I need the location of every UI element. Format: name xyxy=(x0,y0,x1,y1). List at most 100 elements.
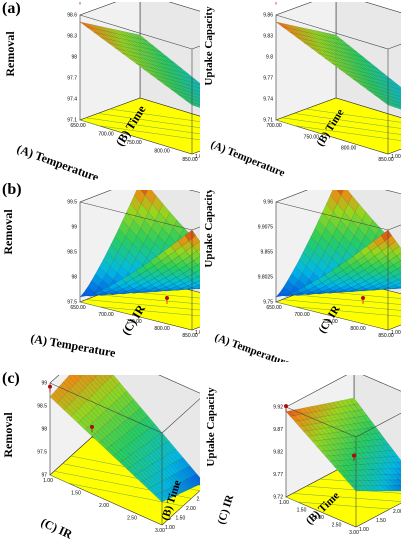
x-axis-title: (A) Temperature xyxy=(209,139,287,180)
surface-cell xyxy=(197,97,200,100)
z-tick-label: 9.87 xyxy=(273,427,283,433)
x-tick-label: 3.00 xyxy=(349,530,359,536)
x-tick-label: 700.00 xyxy=(98,312,114,318)
box-edge xyxy=(355,412,401,438)
surface-plot-a-right: 9.71 9.74 9.77 9.8 9.83 9.86 700.00 750.00 800.0… xyxy=(200,2,401,180)
x-axis-title: (A) Temperature xyxy=(29,331,117,360)
surface-cell xyxy=(188,100,200,108)
x-tick-label: 700.00 xyxy=(98,132,114,138)
z-tick-label: 9.74 xyxy=(263,97,273,103)
z-tick-label: 98 xyxy=(41,427,47,433)
z-axis-title: Removal xyxy=(1,209,15,255)
surface-cell xyxy=(197,275,200,279)
x-tick-label: 1.00 xyxy=(43,478,53,484)
surface-cell xyxy=(390,268,401,277)
surface-cell xyxy=(93,375,98,378)
x-tick-label: 800.00 xyxy=(154,149,170,155)
surface-plot-c-right: 9.72 9.77 9.82 9.87 9.92 1.00 1.50 2.00 2.50 3.00… xyxy=(200,375,401,547)
z-tick-label: 9.855 xyxy=(260,250,273,256)
row-label-c: (c) xyxy=(2,370,20,387)
surface-cell xyxy=(186,477,197,488)
surface-cell xyxy=(188,476,200,487)
x-axis-title: (A) Temperature xyxy=(213,332,291,362)
z-tick-label: 97 xyxy=(41,473,47,479)
z-tick-label: 97.5 xyxy=(37,450,47,456)
z-tick-label: 9.8 xyxy=(266,55,273,61)
surface-cell xyxy=(384,235,396,247)
surface-cell xyxy=(184,229,197,242)
surface-cell xyxy=(196,248,200,256)
surface-cell xyxy=(197,94,200,97)
y-tick-label: 1.00 xyxy=(391,154,401,160)
x-tick-label: 750.00 xyxy=(322,319,338,325)
surface-cell xyxy=(193,96,200,102)
surface-cell xyxy=(196,100,200,104)
x-axis-title: (C) IR xyxy=(215,492,236,525)
surface-cell xyxy=(197,263,200,268)
surface-cell xyxy=(108,375,113,378)
surface-cell xyxy=(385,485,395,492)
contour-line xyxy=(275,119,401,141)
response-surface xyxy=(275,190,401,298)
z-tick-label: 98.3 xyxy=(67,34,77,40)
z-tick-label: 99.5 xyxy=(67,200,77,206)
surface-cell xyxy=(178,481,189,492)
contour-line xyxy=(85,117,200,135)
contour-line xyxy=(79,301,200,317)
x-tick-label: 1.50 xyxy=(71,491,81,497)
surface-cell xyxy=(398,88,401,92)
x-tick-label: 1.00 xyxy=(279,500,289,506)
contour-line xyxy=(293,113,401,129)
surface-cell xyxy=(194,269,200,277)
surface-cell xyxy=(393,468,401,475)
surface-cell xyxy=(359,485,370,492)
box-edge xyxy=(387,43,401,50)
surface-cell xyxy=(140,190,148,196)
contour-line xyxy=(285,496,391,510)
box-edge xyxy=(275,201,389,231)
x-axis-title: (A) Temperature xyxy=(15,142,101,180)
surface-cell xyxy=(183,479,194,489)
y-tick-label: 1.50 xyxy=(376,518,386,524)
surface-plot-b-right: 9.75 9.8025 9.855 9.9075 9.96 650.00 700.00 750… xyxy=(200,190,401,362)
z-tick-label: 99 xyxy=(71,225,77,231)
box-edge xyxy=(161,398,200,434)
surface-plot-b-left: 97.5 98 98.5 99 99.5 650.00 700.00 750.00 800.00… xyxy=(0,190,200,362)
surface-cell xyxy=(198,284,200,286)
surface-cell xyxy=(195,287,200,289)
surface-cell xyxy=(394,91,401,97)
surface-cell xyxy=(170,485,181,495)
x-tick-label: 750.00 xyxy=(304,134,320,140)
surface-cell xyxy=(193,256,200,266)
surface-cell xyxy=(193,93,200,99)
x-tick-label: 1.50 xyxy=(297,508,307,514)
y-tick-label: 2.00 xyxy=(186,506,196,512)
box-edge xyxy=(285,406,357,438)
z-axis-title: Uptake Capacity xyxy=(203,190,215,268)
surface-plot-a-left: 97.1 97.4 97.7 98 98.3 98.6 650.00 700.00 750.00… xyxy=(0,2,200,180)
surface-chart-svg: 9.75 9.8025 9.855 9.9075 9.96 650.00 700.00 750… xyxy=(203,190,401,362)
surface-cell xyxy=(395,84,401,90)
z-tick-label: 9.75 xyxy=(263,300,273,306)
surface-cell xyxy=(380,229,393,242)
surface-cell xyxy=(390,86,401,94)
floor-plane xyxy=(79,97,200,155)
contour-line xyxy=(275,301,401,317)
contour-line xyxy=(79,119,200,141)
z-tick-label: 9.92 xyxy=(273,405,283,411)
surface-cell xyxy=(396,98,401,103)
surface-cell xyxy=(394,87,401,94)
response-surface xyxy=(79,21,200,108)
x-tick-label: 750.00 xyxy=(126,140,142,146)
box-edge xyxy=(387,224,401,231)
surface-cell xyxy=(388,102,400,109)
x-axis-title: (C) IR xyxy=(39,515,75,542)
surface-cell xyxy=(393,94,401,101)
z-tick-label: 98.5 xyxy=(37,404,47,410)
surface-plot-c-left: 97 97.5 98 98.5 99 1.00 1.50 2.00 2.50 3.00 1.00 1.… xyxy=(0,375,200,547)
design-point xyxy=(89,424,94,429)
surface-cell xyxy=(192,99,200,105)
z-tick-label: 9.71 xyxy=(263,118,273,124)
y-tick-label: 1.00 xyxy=(359,527,369,533)
